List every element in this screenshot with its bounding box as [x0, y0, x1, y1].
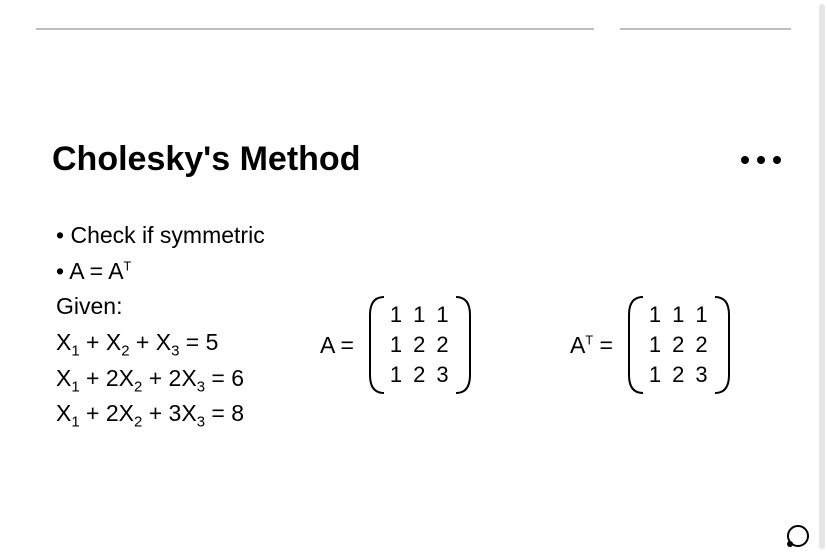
given-label: Given:: [56, 289, 265, 325]
a-eq-at-sup: T: [124, 259, 132, 273]
matrix-at-block: AT = 111 122 123: [570, 295, 731, 395]
equation-2: X1 + 2X2 + 2X3 = 6: [56, 361, 265, 397]
matrix-a-label: A =: [320, 332, 354, 359]
a-eq-at-pre: A = A: [69, 258, 123, 284]
bullet-check-text: Check if symmetric: [70, 222, 264, 248]
matrix-row: 111: [649, 300, 709, 330]
matrix-a: 111 122 123: [386, 295, 454, 395]
more-icon[interactable]: [741, 156, 781, 164]
matrix-a-block: A = 111 122 123: [320, 295, 472, 395]
matrix-row: 122: [649, 330, 709, 360]
left-bracket: [368, 295, 386, 395]
matrix-row: 123: [390, 360, 450, 390]
bullet-check: Check if symmetric: [56, 218, 265, 254]
matrix-row: 123: [649, 360, 709, 390]
divider-gap: [594, 26, 620, 32]
matrix-row: 122: [390, 330, 450, 360]
divider-line: [36, 28, 791, 30]
page-title: Cholesky's Method: [52, 140, 360, 179]
content-list: Check if symmetric A = AT Given: X1 + X2…: [56, 218, 265, 432]
matrix-row: 111: [390, 300, 450, 330]
left-bracket: [627, 295, 645, 395]
right-bracket: [713, 295, 731, 395]
bullet-a-equals-at: A = AT: [56, 254, 265, 290]
equation-3: X1 + 2X2 + 3X3 = 8: [56, 396, 265, 432]
matrix-at: 111 122 123: [645, 295, 713, 395]
equation-1: X1 + X2 + X3 = 5: [56, 325, 265, 361]
right-bracket: [454, 295, 472, 395]
partial-circle-icon: [787, 525, 809, 547]
scrollbar[interactable]: [819, 4, 825, 549]
matrix-at-label: AT =: [570, 332, 613, 359]
